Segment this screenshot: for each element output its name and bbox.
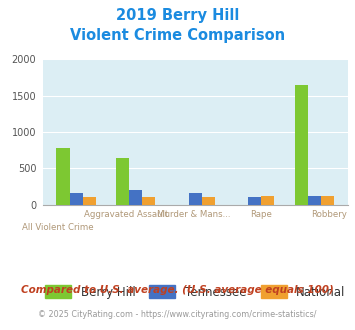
- Bar: [308, 196, 321, 205]
- Bar: [83, 197, 96, 205]
- Text: 2019 Berry Hill: 2019 Berry Hill: [116, 8, 239, 23]
- Bar: [189, 193, 202, 205]
- Text: Aggravated Assault: Aggravated Assault: [83, 210, 168, 218]
- Bar: [295, 85, 308, 205]
- Bar: [70, 193, 83, 205]
- Text: © 2025 CityRating.com - https://www.cityrating.com/crime-statistics/: © 2025 CityRating.com - https://www.city…: [38, 310, 317, 319]
- Legend: Berry Hill, Tennessee, National: Berry Hill, Tennessee, National: [40, 280, 350, 303]
- Bar: [56, 148, 70, 205]
- Bar: [261, 196, 274, 205]
- Text: Robbery: Robbery: [311, 210, 347, 218]
- Text: Rape: Rape: [251, 210, 272, 218]
- Bar: [116, 158, 129, 205]
- Bar: [142, 197, 155, 205]
- Text: Compared to U.S. average. (U.S. average equals 100): Compared to U.S. average. (U.S. average …: [21, 285, 334, 295]
- Bar: [129, 190, 142, 205]
- Text: Violent Crime Comparison: Violent Crime Comparison: [70, 28, 285, 43]
- Bar: [202, 197, 215, 205]
- Text: All Violent Crime: All Violent Crime: [22, 223, 94, 232]
- Bar: [321, 196, 334, 205]
- Text: Murder & Mans...: Murder & Mans...: [157, 210, 230, 218]
- Bar: [248, 197, 261, 205]
